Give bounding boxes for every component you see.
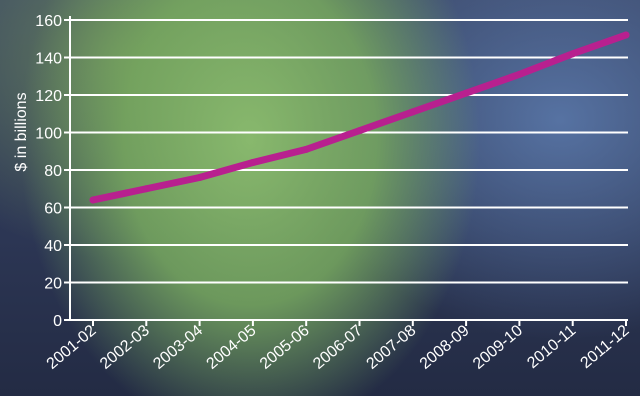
y-tick-label: 120 (35, 88, 62, 105)
x-tick-label: 2002-03 (97, 322, 153, 373)
y-tick-label: 100 (35, 126, 62, 143)
data-point (356, 127, 363, 135)
x-tick-label: 2010-11 (524, 322, 579, 372)
x-tick-label: 2006-07 (310, 322, 366, 373)
data-point (569, 50, 577, 58)
x-tick-labels: 2001-022002-032003-042004-052005-062006-… (44, 322, 633, 373)
y-tick-label: 20 (44, 276, 62, 293)
x-tick-label: 2007-08 (363, 322, 419, 373)
y-tick-label: 160 (35, 13, 62, 30)
data-point (462, 89, 470, 97)
x-tick-label: 2005-06 (257, 322, 313, 373)
data-point (515, 70, 523, 78)
data-point (409, 108, 417, 116)
axes (69, 16, 628, 326)
data-point (249, 159, 257, 166)
x-tick-label: 2004-05 (204, 322, 260, 373)
x-tick-label: 2009-10 (470, 322, 526, 373)
data-point (302, 145, 310, 153)
x-tick-label: 2011-12 (578, 322, 633, 372)
series-group (89, 31, 630, 204)
y-tick-label: 40 (44, 238, 62, 255)
x-tick-label: 2008-09 (417, 322, 473, 373)
y-tick-labels: 0 20 40 60 80 100 120 140 160 (35, 13, 62, 330)
y-axis-label: $ in billions (13, 92, 30, 171)
data-point (196, 174, 204, 181)
y-tick-label: 140 (35, 51, 62, 68)
y-tick-label: 60 (44, 201, 62, 218)
y-tick-label: 80 (44, 163, 62, 180)
y-tick-label: 0 (53, 313, 62, 330)
x-tick-label: 2003-04 (150, 322, 206, 373)
data-point (142, 185, 150, 193)
x-tick-label: 2001-02 (44, 322, 100, 373)
data-point (622, 31, 630, 39)
data-point (89, 196, 97, 204)
series-line (89, 31, 630, 204)
